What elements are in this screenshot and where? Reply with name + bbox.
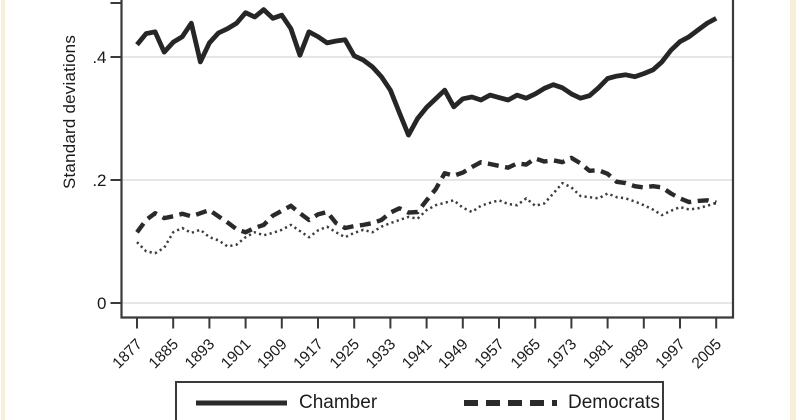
x-tick-label: 1989 — [616, 336, 652, 372]
right-edge-stripe — [790, 0, 796, 420]
x-tick-label: 1973 — [544, 336, 580, 372]
x-tick-label: 1957 — [471, 336, 507, 372]
dotted-line — [136, 181, 717, 255]
y-axis-title: Standard deviations — [60, 34, 79, 190]
x-tick-label: 1917 — [290, 336, 326, 372]
x-tick-label: 1981 — [580, 336, 616, 372]
x-tick-label: 1965 — [508, 336, 544, 372]
x-tick-label: 2005 — [689, 336, 725, 372]
x-tick-label: 1941 — [399, 336, 435, 372]
x-tick-label: 1901 — [218, 336, 254, 372]
legend-box: Chamber Democrats — [175, 381, 664, 420]
x-tick-label: 1877 — [109, 336, 145, 372]
x-tick-label: 1925 — [327, 336, 363, 372]
y-tick-label: .2 — [92, 171, 106, 190]
y-tick-label: 0 — [97, 294, 106, 313]
chamber-line-swatch — [196, 400, 287, 406]
y-tick-label: .4 — [92, 48, 106, 67]
x-tick-label: 1893 — [182, 336, 218, 372]
left-edge-stripe — [1, 0, 5, 420]
legend-label-democrats: Democrats — [568, 392, 660, 413]
x-tick-label: 1949 — [435, 336, 471, 372]
legend-label-chamber: Chamber — [299, 392, 378, 413]
democrats-line-swatch — [464, 400, 557, 406]
democrats-line — [135, 155, 717, 235]
x-tick-label: 1933 — [363, 336, 399, 372]
x-tick-label: 1997 — [652, 336, 688, 372]
plot-frame — [120, 0, 735, 319]
chamber-line — [135, 7, 718, 138]
x-tick-label: 1885 — [146, 336, 182, 372]
x-tick-label: 1909 — [254, 336, 290, 372]
